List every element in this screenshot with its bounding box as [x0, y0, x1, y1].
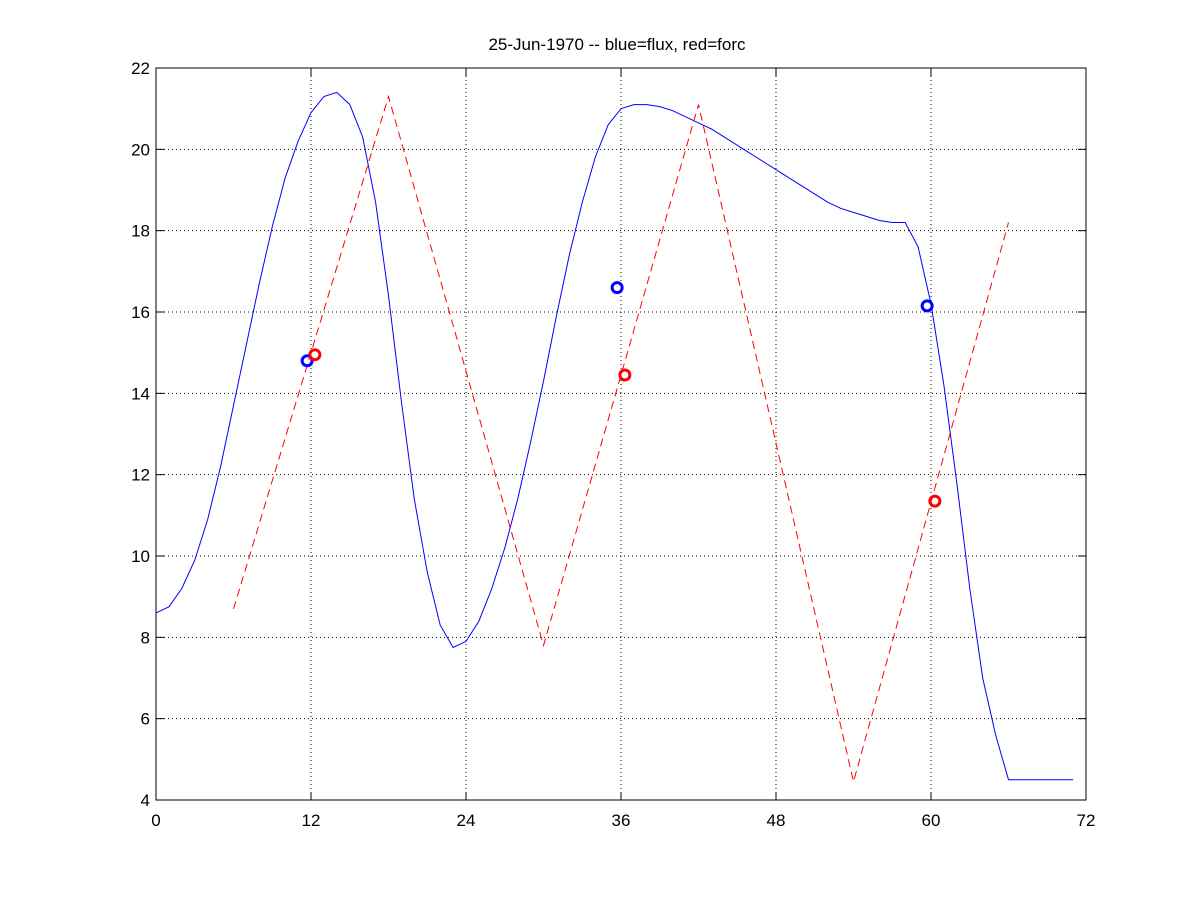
x-tick-label: 24 — [457, 811, 476, 830]
y-tick-label: 22 — [131, 59, 150, 78]
forc-marker — [928, 494, 942, 508]
plot-frame — [155, 67, 1087, 801]
forc-line — [233, 94, 1009, 782]
x-tick-label: 48 — [767, 811, 786, 830]
y-tick-label: 14 — [131, 384, 150, 403]
x-tick-label: 0 — [151, 811, 160, 830]
flux-marker — [610, 281, 624, 295]
chart-title: 25-Jun-1970 -- blue=flux, red=forc — [488, 35, 746, 54]
series-group — [155, 91, 1074, 782]
x-tick-label: 12 — [302, 811, 321, 830]
y-tick-label: 18 — [131, 222, 150, 241]
y-tick-label: 10 — [131, 547, 150, 566]
y-tick-label: 20 — [131, 140, 150, 159]
marker-group — [300, 281, 942, 508]
y-tick-label: 12 — [131, 466, 150, 485]
y-tick-label: 4 — [141, 791, 150, 810]
flux-marker — [300, 354, 314, 368]
y-tick-label: 16 — [131, 303, 150, 322]
axis-ticks: 0 12 24 36 48 60 72 4 6 8 10 12 14 16 18 20 22 — [131, 59, 1095, 830]
forc-marker — [308, 348, 322, 362]
y-tick-label: 8 — [141, 628, 150, 647]
flux-line — [155, 91, 1074, 781]
grid — [156, 68, 1086, 800]
x-tick-label: 72 — [1077, 811, 1096, 830]
flux-marker — [920, 299, 934, 313]
forc-marker — [618, 368, 632, 382]
x-tick-label: 60 — [922, 811, 941, 830]
x-tick-label: 36 — [612, 811, 631, 830]
y-tick-label: 6 — [141, 710, 150, 729]
